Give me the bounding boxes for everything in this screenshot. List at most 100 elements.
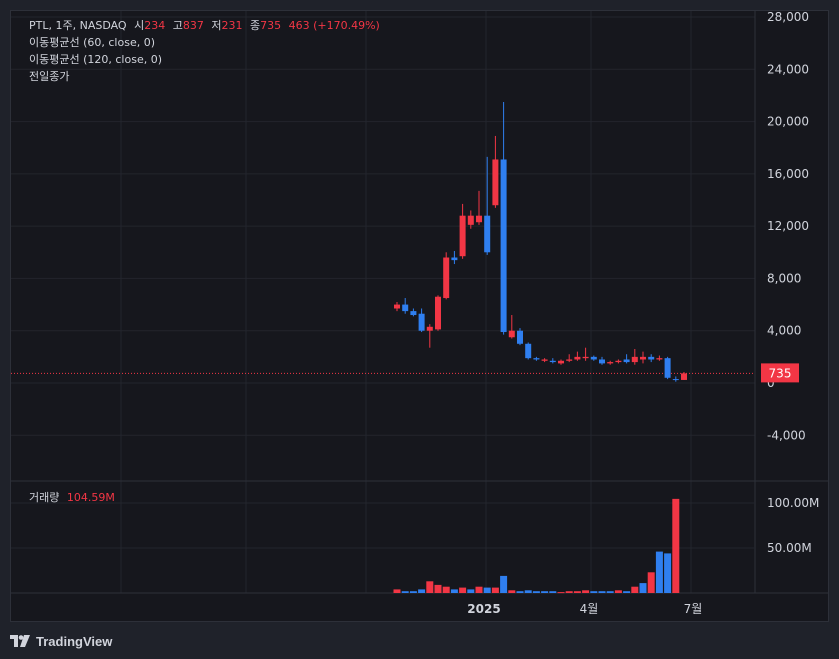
chart-canvas[interactable]: -4,000 0 4,000 8,000 12,000 16,000 20,000 24,00… bbox=[11, 11, 828, 621]
indicator-prev-close[interactable]: 전일종가 bbox=[29, 70, 70, 83]
candle-body bbox=[558, 360, 564, 364]
volume-bar bbox=[516, 591, 524, 593]
candle-body bbox=[566, 359, 573, 361]
indicator-ma120[interactable]: 이동평균선 (120, close, 0) bbox=[29, 53, 162, 66]
candle-body bbox=[517, 330, 523, 344]
low-value: 231 bbox=[221, 19, 243, 32]
close-value: 735 bbox=[260, 19, 282, 32]
volume-legend: 거래량 104.59M bbox=[29, 491, 115, 505]
candle-body bbox=[435, 296, 441, 330]
volume-bar bbox=[582, 590, 590, 593]
candle-body bbox=[500, 159, 507, 333]
volume-bar bbox=[393, 589, 401, 593]
chart-frame: -4,000 0 4,000 8,000 12,000 16,000 20,000 24,00… bbox=[10, 10, 829, 622]
volume-bar bbox=[541, 591, 549, 593]
volume-tick-label: 100.00M bbox=[767, 496, 819, 510]
close-label: 종 bbox=[249, 19, 261, 32]
volume-bar bbox=[606, 591, 614, 593]
volume-bar bbox=[418, 589, 426, 593]
candle-body bbox=[402, 304, 409, 312]
candle-body bbox=[484, 215, 491, 253]
candle-body bbox=[418, 313, 425, 331]
volume-bar bbox=[508, 590, 516, 593]
volume-bar bbox=[401, 591, 409, 593]
price-tick-label: 20,000 bbox=[767, 115, 809, 129]
price-tick-label: 28,000 bbox=[767, 11, 809, 24]
candle-body bbox=[426, 326, 433, 331]
volume-label: 거래량 bbox=[29, 491, 60, 504]
volume-bar bbox=[598, 591, 606, 593]
open-value: 234 bbox=[144, 19, 166, 32]
price-tick-label: 16,000 bbox=[767, 167, 809, 181]
candle-body bbox=[467, 215, 474, 225]
candle-body bbox=[648, 356, 655, 360]
volume-bar bbox=[524, 590, 532, 593]
volume-bar bbox=[532, 591, 540, 593]
volume-bar bbox=[655, 551, 663, 593]
candle-body bbox=[443, 257, 450, 299]
open-label: 시 bbox=[134, 19, 145, 32]
candle-body bbox=[492, 159, 499, 206]
indicator-ma60[interactable]: 이동평균선 (60, close, 0) bbox=[29, 36, 155, 49]
volume-bar bbox=[565, 591, 573, 593]
volume-bar bbox=[590, 591, 598, 593]
brand-name: TradingView bbox=[36, 633, 113, 649]
volume-bar bbox=[647, 572, 655, 593]
price-tick-label: 24,000 bbox=[767, 62, 809, 76]
candle-body bbox=[410, 311, 417, 316]
volume-bar bbox=[442, 586, 450, 593]
volume-tick-label: 50.00M bbox=[767, 541, 812, 555]
volume-bar bbox=[500, 575, 508, 593]
candle-body bbox=[640, 356, 646, 360]
volume-bar bbox=[450, 589, 458, 593]
volume-bar bbox=[409, 591, 417, 593]
volume-bar bbox=[434, 584, 442, 593]
price-tick-label: -4,000 bbox=[767, 428, 806, 442]
candle-body bbox=[525, 343, 532, 359]
price-tick-label: 4,000 bbox=[767, 324, 801, 338]
brand-footer[interactable]: TradingView bbox=[10, 630, 112, 652]
volume-bar bbox=[623, 591, 631, 593]
volume-bar bbox=[483, 587, 491, 593]
time-tick-label: 7월 bbox=[684, 602, 703, 616]
candle-body bbox=[631, 356, 638, 363]
time-tick-label: 2025 bbox=[467, 602, 500, 616]
volume-bar bbox=[467, 589, 475, 593]
candle-body bbox=[599, 359, 605, 364]
volume-bar bbox=[549, 591, 557, 593]
candle-body bbox=[451, 257, 458, 261]
last-price-label: 735 bbox=[769, 366, 792, 380]
volume-bar bbox=[664, 553, 672, 593]
candle-body bbox=[459, 215, 466, 257]
candle-body bbox=[574, 356, 581, 360]
candle-body bbox=[590, 356, 597, 360]
low-label: 저 bbox=[211, 19, 222, 32]
volume-bar bbox=[557, 592, 565, 594]
candle-body bbox=[672, 379, 679, 381]
symbol-label: PTL, 1주, NASDAQ bbox=[29, 19, 127, 32]
candle-body bbox=[533, 358, 540, 360]
candle-body bbox=[549, 360, 556, 363]
volume-bar bbox=[426, 581, 434, 593]
price-tick-label: 12,000 bbox=[767, 219, 809, 233]
change-value: 463 (+170.49%) bbox=[288, 19, 380, 32]
candle-body bbox=[607, 362, 614, 364]
volume-bar bbox=[631, 586, 639, 593]
time-tick-label: 4월 bbox=[580, 602, 599, 616]
volume-bar bbox=[491, 587, 499, 593]
volume-bar bbox=[459, 587, 467, 593]
candle-body bbox=[623, 359, 630, 363]
ohlc-legend: PTL, 1주, NASDAQ 시234 고837 저231 종735 463 … bbox=[29, 19, 380, 33]
candle-body bbox=[508, 330, 515, 338]
volume-bar bbox=[639, 583, 647, 593]
candle-body bbox=[582, 356, 589, 359]
last-price-tag bbox=[761, 363, 799, 383]
volume-value: 104.59M bbox=[66, 491, 115, 504]
candle-body bbox=[681, 373, 687, 380]
tradingview-logo-icon bbox=[10, 635, 30, 647]
high-label: 고 bbox=[172, 19, 183, 32]
candle-body bbox=[541, 359, 548, 361]
candle-body bbox=[615, 360, 622, 363]
volume-bar bbox=[672, 498, 680, 593]
volume-bar bbox=[573, 591, 581, 593]
